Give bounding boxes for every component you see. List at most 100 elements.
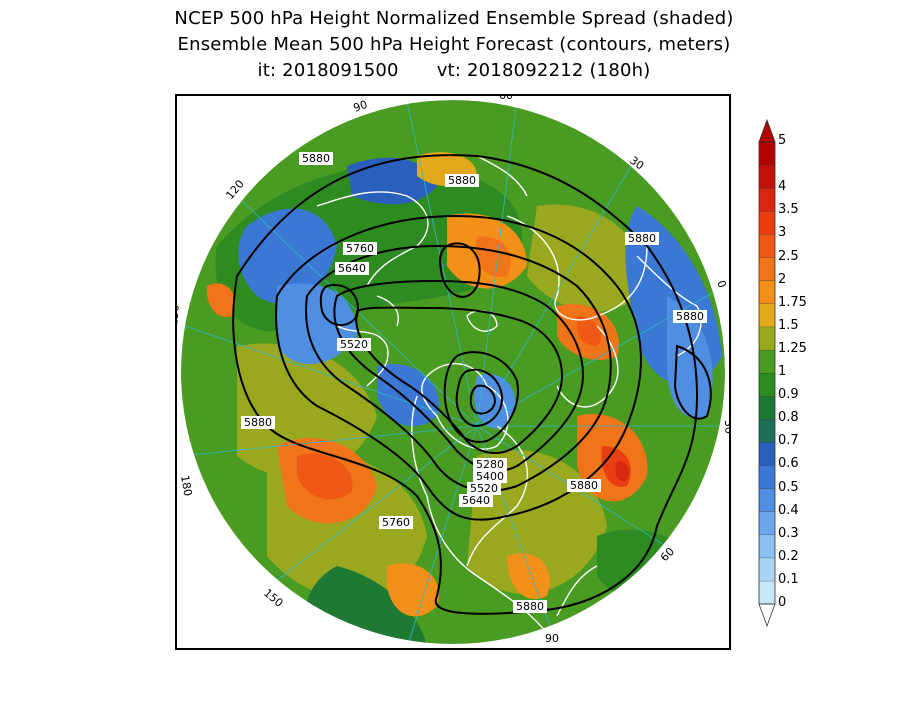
svg-text:5760: 5760 — [346, 242, 374, 255]
meridian-lines — [181, 100, 725, 644]
title-line-3: it: 2018091500 vt: 2018092212 (180h) — [0, 60, 908, 81]
colorbar-tick-label: 0 — [778, 595, 787, 610]
svg-text:5520: 5520 — [340, 338, 368, 351]
lon-label-150e: 150 — [261, 586, 285, 609]
contour-label-5520-b: 5520 — [467, 482, 501, 495]
svg-text:5520: 5520 — [470, 482, 498, 495]
colorbar-tick-label: 1.25 — [778, 340, 807, 356]
svg-text:5640: 5640 — [462, 494, 490, 507]
colorbar-segment — [759, 211, 775, 235]
colorbar-segment — [759, 234, 775, 258]
title-line-1: NCEP 500 hPa Height Normalized Ensemble … — [174, 8, 734, 29]
spread-region — [507, 553, 550, 600]
colorbar-segment — [759, 465, 775, 489]
svg-text:5640: 5640 — [338, 262, 366, 275]
colorbar-segment — [759, 303, 775, 327]
title-line-2: Ensemble Mean 500 hPa Height Forecast (c… — [177, 34, 731, 55]
colorbar-max-arrow — [758, 118, 776, 143]
colorbar-outline — [758, 141, 776, 605]
contour-label-5880-a: 5880 — [299, 152, 333, 165]
colorbar-segment — [759, 488, 775, 512]
spread-region — [377, 364, 439, 427]
colorbar-segment — [759, 165, 775, 189]
colorbar-segment — [759, 142, 775, 166]
lon-label-120w: 120 — [223, 177, 246, 201]
lon-label-180: 180 — [178, 474, 194, 497]
colorbar-segment — [759, 580, 775, 604]
valid-time: vt: 2018092212 (180h) — [436, 60, 651, 81]
svg-text:5880: 5880 — [448, 174, 476, 187]
lon-label-150w: 150 — [177, 304, 182, 326]
contour-label-5880-f: 5880 — [567, 479, 601, 492]
contour-label-5520-a: 5520 — [337, 338, 371, 351]
contour-label-5640-a: 5640 — [335, 262, 369, 275]
svg-text:5880: 5880 — [628, 232, 656, 245]
colorbar-segment — [759, 280, 775, 304]
lon-label-30e: 30 — [722, 420, 729, 434]
colorbar-segment — [759, 511, 775, 535]
spread-region — [476, 236, 511, 277]
colorbar-segment — [759, 188, 775, 212]
colorbar-tick-label: 1 — [778, 364, 787, 379]
contour-label-5400: 5400 — [473, 470, 507, 483]
contour-label-5880-g: 5880 — [513, 600, 547, 613]
colorbar-segment — [759, 326, 775, 350]
colorbar-segment — [759, 396, 775, 420]
spread-region — [576, 316, 601, 346]
spread-region — [237, 343, 377, 477]
colorbar-segment — [759, 373, 775, 397]
contour-label-5880-d: 5880 — [673, 310, 707, 323]
polar-map: 5880 5880 5880 5880 5760 5640 5520 5880 … — [177, 96, 729, 645]
colorbar-tick-label: 0.5 — [778, 479, 799, 495]
colorbar-tick-label: 1.5 — [778, 317, 799, 333]
contour-label-5880-c: 5880 — [625, 232, 659, 245]
spread-region — [206, 283, 236, 317]
svg-text:5880: 5880 — [244, 416, 272, 429]
contour-labels: 5880 5880 5880 5880 5760 5640 5520 5880 … — [241, 152, 707, 613]
lon-label-90w: 90 — [352, 98, 370, 115]
colorbar-tick-label: 2.5 — [778, 248, 799, 264]
colorbar-tick-label: 2 — [778, 271, 787, 287]
init-time: it: 2018091500 — [257, 60, 399, 81]
colorbar-segment — [759, 557, 775, 581]
svg-text:5880: 5880 — [676, 310, 704, 323]
colorbar-segment — [759, 442, 775, 466]
height-contours — [232, 154, 712, 615]
map-frame: 5880 5880 5880 5880 5760 5640 5520 5880 … — [175, 94, 731, 650]
spread-region — [297, 453, 353, 500]
colorbar-tick-label: 0.6 — [778, 456, 799, 472]
spread-region — [238, 208, 337, 304]
contour-label-5760-b: 5760 — [379, 516, 413, 529]
colorbar-tick-label: 3.5 — [778, 202, 799, 218]
lon-label-0: 0 — [714, 279, 729, 290]
contour-label-5640-b: 5640 — [459, 494, 493, 507]
colorbar — [758, 118, 776, 628]
svg-text:5880: 5880 — [570, 479, 598, 492]
colorbar-tick-label: 0.1 — [778, 571, 799, 587]
colorbar-segment — [759, 349, 775, 373]
colorbar-segment — [759, 257, 775, 281]
lon-label-60w: 60 — [499, 96, 513, 102]
svg-text:5760: 5760 — [382, 516, 410, 529]
colorbar-tick-label: 0.2 — [778, 548, 799, 564]
colorbar-segment — [759, 534, 775, 558]
colorbar-tick-label: 0.9 — [778, 387, 799, 403]
colorbar-tick-label: 1.75 — [778, 294, 807, 310]
svg-text:5880: 5880 — [516, 600, 544, 613]
colorbar-tick-label: 0.3 — [778, 525, 799, 541]
contour-label-5880-b: 5880 — [445, 174, 479, 187]
colorbar-tick-label: 5 — [778, 133, 787, 148]
spread-region — [667, 296, 713, 419]
colorbar-tick-label: 4 — [778, 179, 787, 195]
spread-region — [387, 563, 439, 617]
colorbar-tick-label: 3 — [778, 225, 787, 241]
contour-label-5880-e: 5880 — [241, 416, 275, 429]
spread-region — [615, 461, 630, 482]
contour-label-5280: 5280 — [473, 458, 507, 471]
colorbar-tick-label: 0.8 — [778, 410, 799, 426]
contour-label-5760-a: 5760 — [343, 242, 377, 255]
svg-text:5400: 5400 — [476, 470, 504, 483]
colorbar-tick-label: 0.4 — [778, 502, 799, 518]
lon-label-60e: 60 — [658, 545, 677, 564]
svg-text:5280: 5280 — [476, 458, 504, 471]
